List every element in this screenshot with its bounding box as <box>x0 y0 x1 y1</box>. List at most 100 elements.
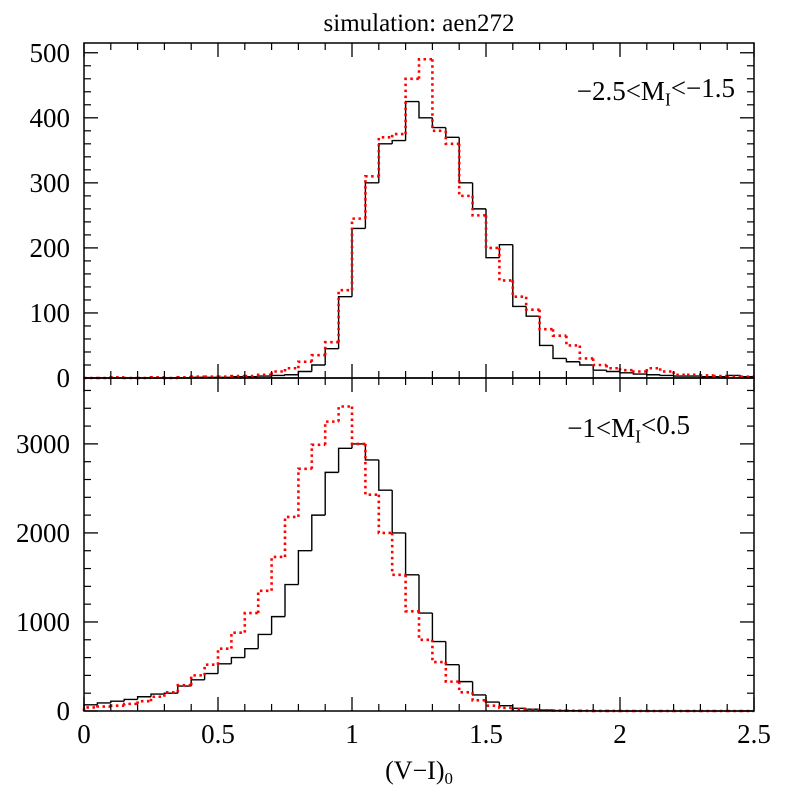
histogram-step <box>230 631 245 649</box>
y-tick-label: 200 <box>30 233 71 263</box>
histogram-step <box>578 345 594 360</box>
chart-title: simulation: aen272 <box>324 10 515 37</box>
histogram-step <box>592 364 607 371</box>
histogram-step <box>605 364 620 370</box>
histogram-step <box>390 532 406 577</box>
histogram-step <box>203 672 218 680</box>
histogram-step <box>391 490 406 534</box>
histogram-step <box>284 374 299 376</box>
text-part: I <box>635 426 641 446</box>
histogram-step <box>458 137 473 184</box>
text-part: −2.5<M <box>577 76 665 106</box>
histogram-step <box>270 370 285 375</box>
histogram-step <box>283 515 299 557</box>
histogram-step <box>672 371 687 377</box>
histogram-step <box>471 182 486 210</box>
histogram-step <box>256 589 272 614</box>
histogram-step <box>244 647 259 658</box>
histogram-step <box>230 656 245 664</box>
histogram-step <box>96 705 111 708</box>
histogram-step <box>190 679 205 687</box>
histogram-step <box>270 555 285 591</box>
histogram-step <box>445 641 460 666</box>
histogram-step <box>324 471 339 516</box>
histogram-step <box>337 447 352 473</box>
histogram-step <box>297 360 312 369</box>
y-tick-label: 300 <box>30 168 71 198</box>
histogram-step <box>632 372 647 375</box>
histogram-step <box>645 366 661 372</box>
annotation: −1<MI<0.5 <box>567 410 690 446</box>
histogram-step <box>418 574 433 614</box>
histogram-step <box>444 130 460 146</box>
histogram-step <box>311 514 326 551</box>
histogram-step <box>351 227 366 297</box>
y-tick-label: 3000 <box>16 429 70 459</box>
histogram-step <box>417 57 433 79</box>
histogram-step <box>122 702 138 706</box>
histogram-step <box>431 639 446 664</box>
histogram-step <box>96 702 111 705</box>
histogram-step <box>632 370 647 373</box>
histogram-step <box>646 374 661 376</box>
histogram-step <box>256 373 272 377</box>
x-tick-label: 1 <box>345 719 359 749</box>
histogram-step <box>417 611 433 642</box>
histogram-step <box>404 77 419 135</box>
histogram-step <box>485 694 500 703</box>
histogram-step <box>243 611 259 633</box>
histogram-step <box>444 662 460 683</box>
histogram-step <box>538 309 553 331</box>
histogram-step <box>217 663 232 674</box>
histogram-step <box>83 704 98 711</box>
histogram-step <box>350 217 366 291</box>
y-tick-label: 500 <box>30 38 71 68</box>
histogram-step <box>538 316 553 347</box>
x-tick-label: 2.5 <box>737 719 771 749</box>
histogram-step <box>377 136 393 177</box>
histogram-step <box>216 647 232 665</box>
histogram-step <box>565 358 580 363</box>
histogram-step <box>471 692 486 702</box>
histogram-step <box>297 370 312 375</box>
histogram-step <box>618 368 634 372</box>
y-tick-label: 0 <box>57 696 71 726</box>
plot-frame <box>83 377 755 712</box>
x-tick-label: 2 <box>613 719 627 749</box>
histogram-step <box>177 685 192 694</box>
histogram-step <box>431 613 446 643</box>
x-tick-label: 0.5 <box>201 719 235 749</box>
y-tick-label: 2000 <box>16 518 70 548</box>
histogram-step <box>498 702 513 707</box>
histogram-step <box>524 708 540 712</box>
histogram-step <box>323 340 339 356</box>
histogram-step <box>150 693 165 697</box>
histogram-step <box>324 348 339 365</box>
annotation: −2.5<MI<−1.5 <box>577 73 735 109</box>
histogram-step <box>485 208 500 259</box>
histogram-step <box>310 443 326 469</box>
histogram-step <box>404 100 419 141</box>
histogram-step <box>270 615 285 635</box>
histogram-step <box>579 361 594 366</box>
histogram-step <box>458 664 473 683</box>
y-tick-label: 400 <box>30 103 71 133</box>
histogram-step <box>123 698 138 702</box>
histogram-step <box>471 195 486 217</box>
text-part: 0 <box>444 769 452 788</box>
histogram-step <box>659 374 674 377</box>
histogram-step <box>712 374 728 378</box>
y-tick-label: 1000 <box>16 607 70 637</box>
histogram-step <box>524 296 540 311</box>
histogram-step <box>136 696 151 700</box>
histogram-step <box>284 583 299 617</box>
histogram-step <box>605 370 620 373</box>
x-tick-label: 0 <box>77 719 91 749</box>
histogram-step <box>404 574 419 613</box>
histogram-step <box>552 345 567 360</box>
histogram-step <box>498 247 513 282</box>
histogram-step <box>498 243 513 258</box>
histogram-step <box>257 633 272 649</box>
histogram-step <box>337 295 352 349</box>
